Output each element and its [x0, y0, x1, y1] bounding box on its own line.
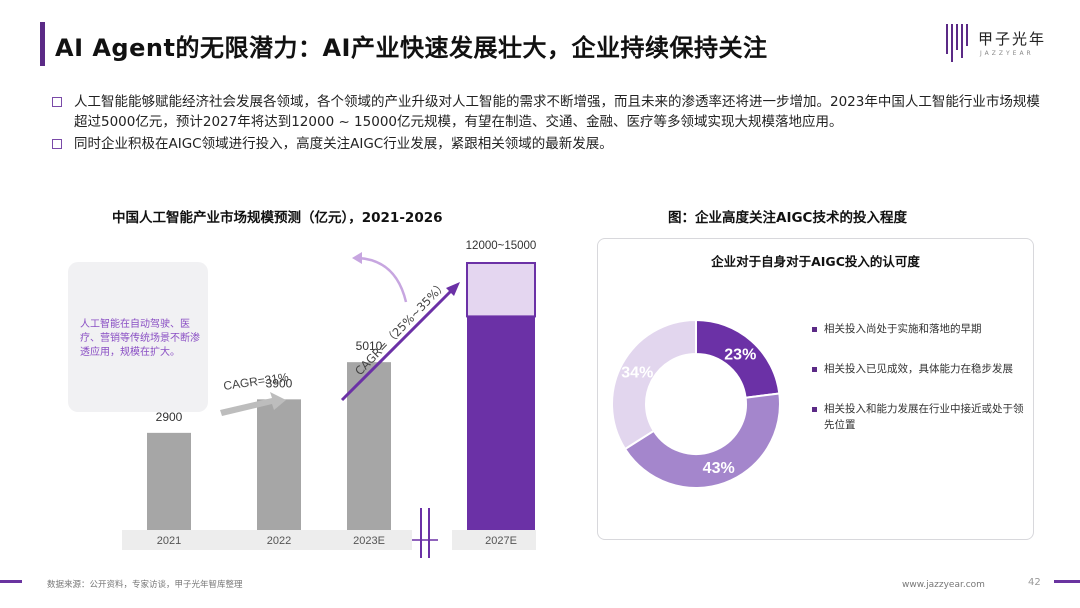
donut-label-1: 23% [724, 347, 756, 364]
logo-sub: JAZZYEAR [980, 50, 1034, 57]
data-source: 数据来源：公开资料，专家访谈，甲子光年智库整理 [47, 580, 243, 590]
x-axis-strip [452, 530, 536, 550]
donut-chart-title: 企业对于自身对于AIGC投入的认可度 [711, 254, 920, 269]
legend-marker [812, 327, 817, 332]
donut-slice-3 [611, 318, 697, 451]
market-size-bar-chart: 2900 2021 3900 2022 5010 2023E 12000~15000 2027… [122, 240, 537, 558]
tick-label-2022: 2022 [267, 535, 291, 547]
growth-arc-head [352, 252, 362, 264]
bar-2027E-range [466, 262, 536, 318]
bullet-square-icon [52, 97, 62, 107]
donut-chart-figure-title: 图：企业高度关注AIGC技术的投入程度 [668, 210, 907, 226]
footer-accent-left [0, 580, 22, 583]
data-label-2023E: 5010 [356, 339, 383, 353]
cagr-arrow-left [220, 392, 286, 416]
tick-label-2023E: 2023E [353, 535, 385, 547]
page-title: AI Agent的无限潜力：AI产业快速发展壮大，企业持续保持关注 [55, 34, 768, 62]
cagr-label-right: CAGR=（25%~35%） [352, 278, 450, 378]
legend-label: 相关投入已见成效，具体能力在稳步发展 [824, 363, 1013, 375]
legend-item: 相关投入尚处于实施和落地的早期 [812, 321, 1027, 337]
bar-2027E-low [467, 316, 535, 530]
bullet-text: 同时企业积极在AIGC领域进行投入，高度关注AIGC行业发展，紧跟相关领域的最新… [74, 136, 613, 152]
donut-slice-2 [623, 392, 781, 489]
logo-bars-icon [944, 24, 972, 64]
bullet-item: 同时企业积极在AIGC领域进行投入，高度关注AIGC行业发展，紧跟相关领域的最新… [50, 134, 1040, 154]
tick-label-2027E: 2027E [485, 535, 517, 547]
logo-name: 甲子光年 [978, 30, 1047, 48]
bullet-list: 人工智能能够赋能经济社会发展各领域，各个领域的产业升级对人工智能的需求不断增强，… [50, 92, 1040, 156]
legend-label: 相关投入尚处于实施和落地的早期 [824, 323, 982, 335]
note-text: 人工智能在自动驾驶、医疗、营销等传统场景不断渗透应用，规模在扩大。 [80, 319, 200, 358]
data-label-2022: 3900 [266, 376, 293, 390]
title-accent-bar [40, 22, 45, 66]
aigc-investment-donut-chart: 23% 43% 34% [611, 318, 781, 489]
jazzyear-logo: 甲子光年 JAZZYEAR [944, 24, 1064, 68]
data-label-2021: 2900 [156, 410, 183, 424]
tick-label-2021: 2021 [157, 535, 181, 547]
cagr-arrow-right [340, 288, 454, 402]
bullet-text: 人工智能能够赋能经济社会发展各领域，各个领域的产业升级对人工智能的需求不断增强，… [74, 94, 1040, 130]
legend-item: 相关投入和能力发展在行业中接近或处于领先位置 [812, 401, 1027, 433]
bar-2021 [147, 432, 191, 530]
donut-label-3: 34% [621, 365, 653, 382]
donut-legend: 相关投入尚处于实施和落地的早期 相关投入已见成效，具体能力在稳步发展 相关投入和… [812, 321, 1027, 457]
legend-item: 相关投入已见成效，具体能力在稳步发展 [812, 361, 1027, 377]
legend-marker [812, 367, 817, 372]
bar-2022 [257, 399, 301, 530]
note-box [68, 262, 208, 412]
bar-chart-title: 中国人工智能产业市场规模预测（亿元），2021-2026 [112, 210, 443, 226]
growth-arc [357, 256, 408, 303]
bullet-square-icon [52, 139, 62, 149]
page-number: 42 [1028, 577, 1041, 588]
website-link[interactable]: www.jazzyear.com [902, 580, 985, 590]
legend-marker [812, 407, 817, 412]
cagr-arrow-right-head [446, 282, 460, 296]
legend-label: 相关投入和能力发展在行业中接近或处于领先位置 [824, 403, 1024, 431]
data-label-2027E: 12000~15000 [466, 240, 537, 252]
donut-label-2: 43% [703, 460, 735, 477]
footer-accent-right [1054, 580, 1080, 583]
donut-chart-panel: 企业对于自身对于AIGC投入的认可度 23% 43% 34% 相关投入尚处于实施和落… [597, 238, 1034, 540]
x-axis-strip [122, 530, 412, 550]
bullet-item: 人工智能能够赋能经济社会发展各领域，各个领域的产业升级对人工智能的需求不断增强，… [50, 92, 1040, 132]
bar-2023E [347, 362, 391, 530]
